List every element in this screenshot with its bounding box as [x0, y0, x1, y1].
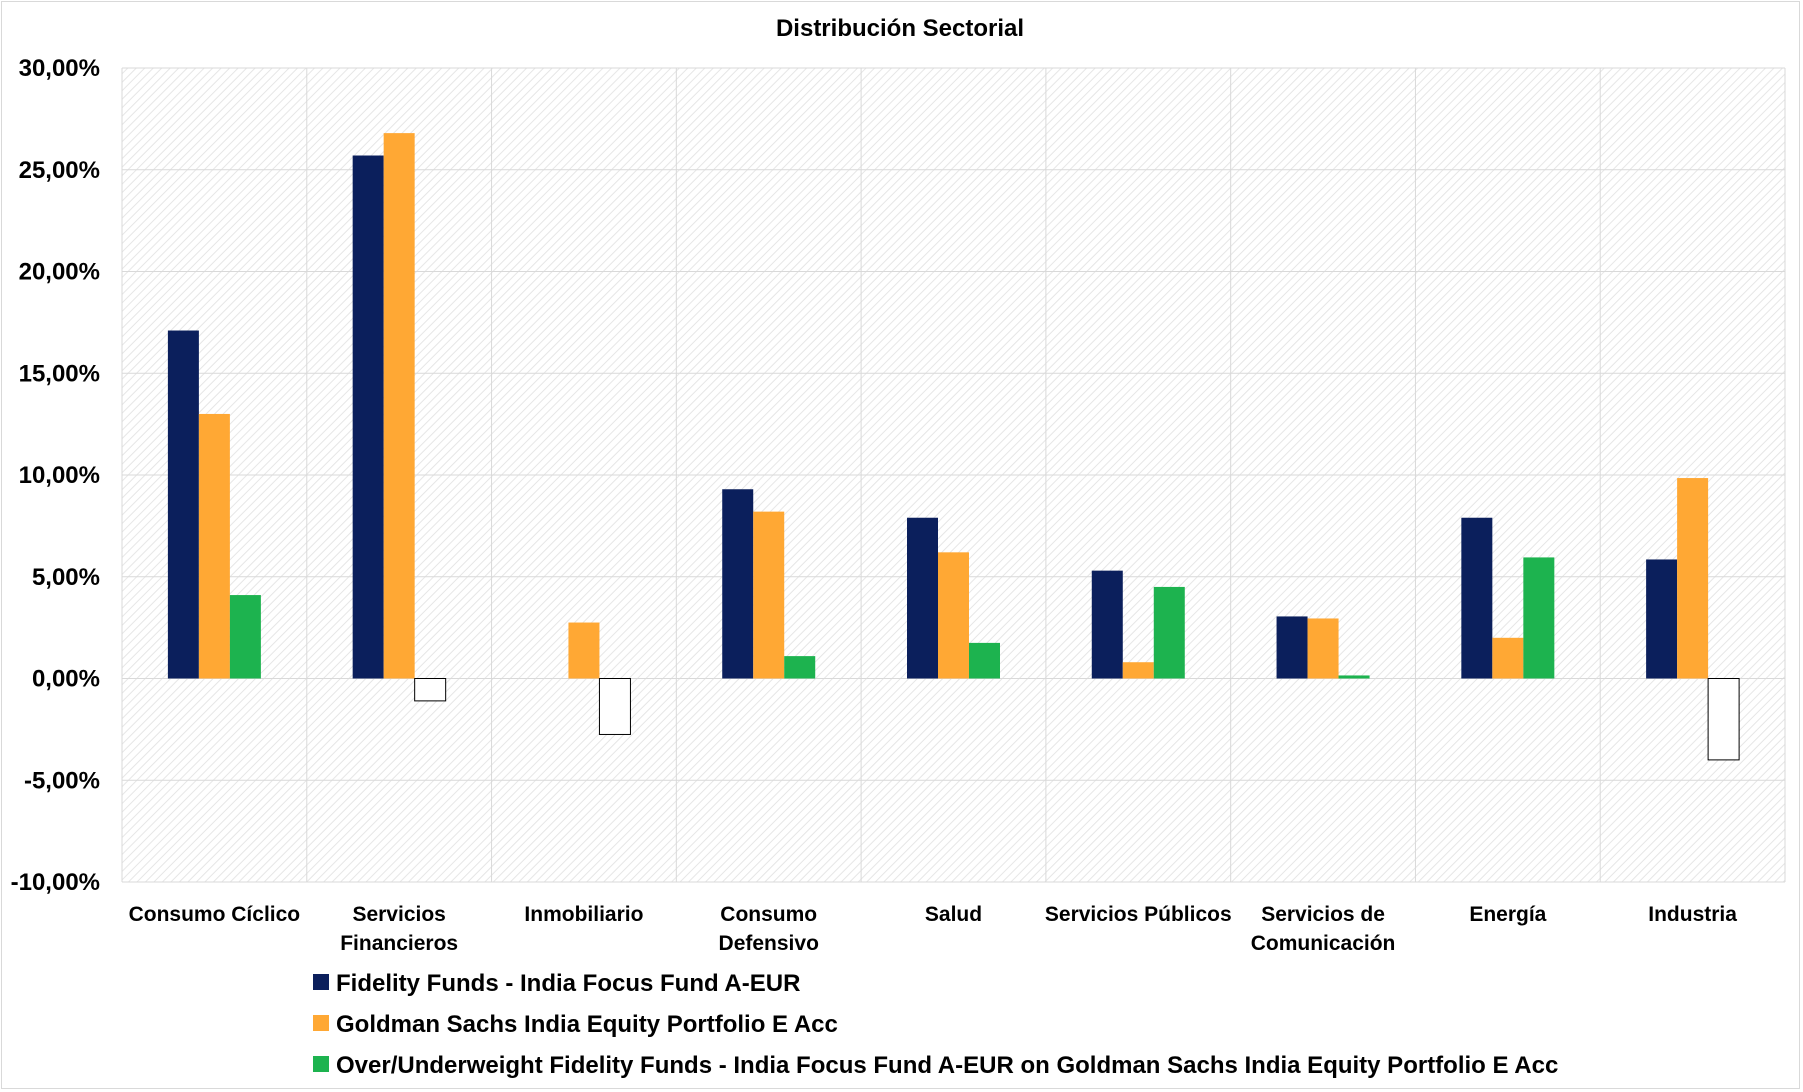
- y-tick-label: 30,00%: [19, 55, 100, 82]
- legend-swatch: [313, 1056, 329, 1072]
- x-tick-label: Servicios: [352, 903, 445, 926]
- bar-series-1: [167, 330, 199, 679]
- bar-series-3: [1338, 675, 1370, 679]
- bar-series-1: [907, 517, 938, 679]
- y-tick-label: 10,00%: [19, 462, 100, 489]
- bar-series-1: [1461, 517, 1493, 679]
- bar-series-2: [1492, 637, 1524, 679]
- y-tick-label: 20,00%: [19, 259, 100, 286]
- bar-series-3: [1523, 557, 1555, 679]
- bar-series-2: [383, 133, 415, 679]
- bar-series-2: [568, 622, 600, 679]
- bars: [167, 133, 1740, 761]
- bar-series-2: [1307, 618, 1339, 679]
- bar-series-2: [938, 552, 969, 679]
- bar-series-3: [969, 642, 1000, 679]
- x-tick-label: Servicios de: [1261, 903, 1385, 926]
- x-tick-label: Comunicación: [1251, 932, 1396, 955]
- x-tick-label: Industria: [1648, 903, 1737, 926]
- y-tick-label: 25,00%: [19, 157, 100, 184]
- chart-title: Distribución Sectorial: [776, 15, 1024, 42]
- bar-series-2: [753, 511, 785, 679]
- y-tick-label: 5,00%: [32, 564, 100, 591]
- bar-series-1: [1646, 559, 1678, 679]
- y-axis: 30,00% 25,00% 20,00% 15,00% 10,00% 5,00% 0,00%…: [11, 55, 100, 896]
- legend-swatch: [313, 974, 329, 990]
- bar-series-3: [229, 595, 261, 679]
- bar-series-1: [352, 155, 384, 679]
- legend-label: Over/Underweight Fidelity Funds - India …: [336, 1052, 1558, 1079]
- x-axis: Consumo Cíclico Servicios Financieros Inmob…: [129, 903, 1738, 955]
- y-tick-label: 0,00%: [32, 666, 100, 693]
- legend-label: Goldman Sachs India Equity Portfolio E A…: [336, 1011, 838, 1038]
- y-tick-label: -10,00%: [11, 869, 100, 896]
- legend: Fidelity Funds - India Focus Fund A-EUR G…: [313, 970, 1558, 1079]
- legend-swatch: [313, 1015, 329, 1031]
- bar-series-2: [1677, 478, 1709, 679]
- bar-series-1: [1276, 616, 1308, 679]
- bar-series-3: [414, 678, 447, 702]
- bar-series-2: [1122, 662, 1154, 679]
- y-tick-label: -5,00%: [24, 767, 100, 794]
- x-tick-label: Energía: [1469, 903, 1546, 926]
- x-tick-label: Consumo: [720, 903, 817, 926]
- legend-label: Fidelity Funds - India Focus Fund A-EUR: [336, 970, 800, 997]
- bar-series-3: [1707, 678, 1740, 761]
- x-tick-label: Servicios Públicos: [1045, 903, 1232, 926]
- bar-series-1: [1091, 570, 1123, 679]
- x-tick-label: Inmobiliario: [524, 903, 643, 926]
- x-tick-label: Defensivo: [719, 932, 819, 955]
- bar-series-3: [1153, 586, 1185, 679]
- bar-series-3: [598, 678, 631, 735]
- bar-series-3: [784, 656, 816, 679]
- x-tick-label: Financieros: [340, 932, 458, 955]
- bar-series-2: [198, 413, 230, 679]
- x-tick-label: Salud: [925, 903, 982, 926]
- bar-series-1: [722, 489, 754, 679]
- x-tick-label: Consumo Cíclico: [129, 903, 301, 926]
- y-tick-label: 15,00%: [19, 360, 100, 387]
